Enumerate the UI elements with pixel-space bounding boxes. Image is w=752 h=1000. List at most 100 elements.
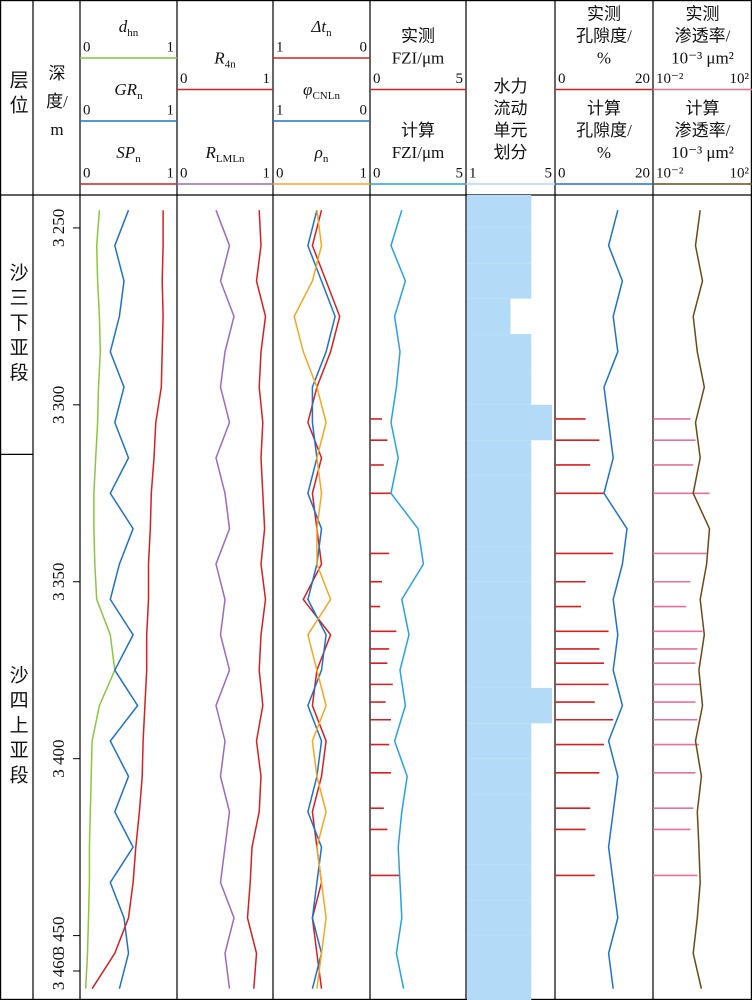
curve-title: 单元 [494, 121, 528, 140]
curve-subscript: n [137, 90, 143, 102]
log-curve [293, 210, 332, 989]
log-curve [246, 210, 267, 989]
curve-symbol: GR [114, 80, 137, 99]
column-lines [32, 0, 654, 1000]
depth-header: m [50, 120, 63, 139]
scale-label: 20 [635, 165, 650, 181]
curve-title: 计算 [587, 99, 621, 118]
curve-title: 10⁻³ μm² [671, 143, 734, 162]
flow-unit-bar [467, 829, 532, 865]
curve-title: 计算 [401, 121, 435, 140]
scale-label: 10² [730, 165, 750, 181]
curve-subscript: hn [127, 27, 139, 39]
scale-label: 5 [456, 71, 464, 87]
scale-label: 10² [730, 71, 750, 87]
curve-subscript: CNLn [312, 90, 340, 102]
curve-title: 孔隙度/ [576, 121, 632, 140]
depth-tick-label: 3 460 [49, 952, 68, 990]
depth-header: 度/ [46, 92, 68, 111]
scale-label: 0 [83, 165, 91, 181]
zone-header: 层位 [7, 70, 29, 120]
curve-subscript: LMLn [216, 153, 245, 165]
scale-label: 0 [373, 165, 381, 181]
flow-unit-bar [467, 195, 532, 228]
curve-title: SPn [116, 143, 141, 165]
curve-title: 实测 [686, 4, 720, 23]
flow-unit-bar [467, 617, 532, 653]
curve-title: Δtn [310, 17, 332, 39]
flow-unit-bar [467, 334, 532, 370]
depth-tick-label: 3 250 [49, 209, 68, 247]
curve-title: RLMLn [204, 143, 245, 165]
flow-unit-bar [467, 369, 532, 405]
curve-symbol: φ [303, 80, 312, 99]
curve-symbol: R [204, 143, 216, 162]
flow-unit-bar [467, 794, 532, 830]
scale-label: 1 [276, 102, 284, 118]
scale-label: 0 [360, 39, 368, 55]
depth-tick-label: 3 300 [49, 386, 68, 424]
scale-label: 10⁻² [656, 71, 684, 87]
scale-label: 5 [456, 165, 464, 181]
log-curve [692, 210, 711, 989]
log-curve [390, 209, 425, 989]
curve-symbol: Δt [310, 17, 327, 36]
flow-unit-bar [467, 227, 532, 264]
flow-unit-bar [467, 652, 532, 688]
flow-unit-bar [467, 970, 532, 1000]
log-curve [307, 210, 336, 989]
scale-label: 0 [83, 102, 91, 118]
curve-title: ρn [314, 143, 329, 165]
zone-label: 沙四上亚段 [7, 665, 29, 790]
curve-title: % [597, 143, 611, 162]
log-curve [109, 209, 139, 989]
curve-symbol: ρ [314, 143, 323, 162]
scale-label: 5 [545, 165, 553, 181]
scale-label: 0 [373, 71, 381, 87]
curve-title: 10⁻³ μm² [671, 48, 734, 67]
scale-label: 0 [360, 102, 368, 118]
depth-tick-label: 3 350 [49, 563, 68, 601]
flow-unit-bar [467, 546, 532, 582]
scale-label: 1 [167, 102, 175, 118]
scale-label: 0 [276, 165, 284, 181]
scale-label: 1 [263, 71, 271, 87]
curve-title: 渗透率/ [675, 26, 731, 45]
curve-title: FZI/μm [392, 48, 445, 67]
curve-title: 流动 [494, 99, 528, 118]
flow-unit-bar [467, 581, 532, 618]
scale-label: 20 [635, 71, 650, 87]
flow-unit-bar [467, 935, 532, 971]
curve-title: 实测 [401, 26, 435, 45]
curve-title: 孔隙度/ [576, 26, 632, 45]
scale-label: 0 [558, 165, 566, 181]
curve-subscript: n [326, 27, 332, 39]
flow-unit-bar [467, 900, 532, 936]
curve-symbol: d [119, 17, 128, 36]
flow-unit-bar [467, 687, 552, 724]
log-curve [84, 210, 116, 989]
flow-unit-bar [467, 440, 532, 476]
zone-label: 沙三下亚段 [7, 262, 29, 387]
scale-label: 0 [83, 39, 91, 55]
flow-unit-bar [467, 758, 532, 795]
depth-tick-label: 3 450 [49, 916, 68, 954]
curve-title: GRn [114, 80, 143, 102]
curve-title: FZI/μm [392, 143, 445, 162]
depth-header: 深 [49, 64, 66, 83]
flow-unit-bar [467, 298, 511, 335]
depth-tick-label: 3 400 [49, 740, 68, 778]
log-curve [215, 209, 235, 989]
flow-unit-bar [467, 723, 532, 759]
flow-unit-bar [467, 404, 552, 441]
curve-title: dhn [119, 17, 139, 39]
flow-unit-bar [467, 475, 532, 511]
scale-label: 1 [360, 165, 368, 181]
curve-symbol: R [213, 48, 225, 67]
curve-title: 划分 [494, 143, 528, 162]
curve-symbol: SP [116, 143, 135, 162]
scale-label: 1 [167, 165, 175, 181]
curve-title: % [597, 48, 611, 67]
